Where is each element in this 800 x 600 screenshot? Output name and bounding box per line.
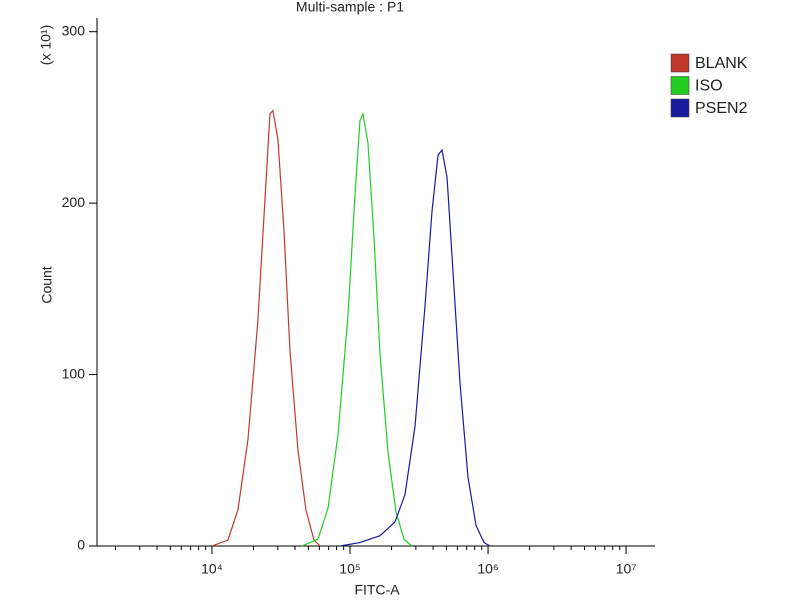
y-tick-label: 200 <box>62 194 86 210</box>
legend-label: ISO <box>695 78 723 95</box>
histogram-line <box>211 109 321 547</box>
y-multiplier: (x 10¹) <box>38 25 54 65</box>
y-tick-label: 100 <box>62 365 86 381</box>
legend-swatch <box>670 76 690 95</box>
y-tick-label: 300 <box>62 22 86 38</box>
y-tick-label: 0 <box>77 537 85 553</box>
legend-label: BLANK <box>695 55 748 72</box>
chart-title: Multi-sample : P1 <box>296 0 404 15</box>
histogram-line <box>340 148 491 547</box>
histogram-line <box>301 111 413 547</box>
legend-swatch <box>670 53 690 73</box>
x-tick-label: 10⁷ <box>616 561 637 577</box>
legend-swatch <box>670 98 690 118</box>
y-axis-label: Count <box>39 266 55 303</box>
x-tick-label: 10⁴ <box>201 561 223 577</box>
x-tick-label: 10⁵ <box>339 561 360 577</box>
x-tick-label: 10⁶ <box>477 561 498 577</box>
x-axis-label: FITC-A <box>354 582 400 598</box>
legend-label: PSEN2 <box>695 100 748 117</box>
